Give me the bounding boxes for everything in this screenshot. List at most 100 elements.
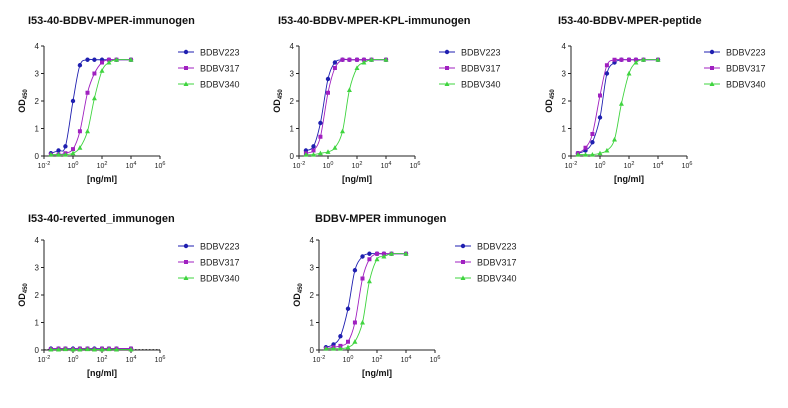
y-tick-label: 4	[562, 42, 567, 51]
legend-label: BDBV317	[477, 258, 517, 268]
data-point-bdbv317	[85, 90, 90, 95]
data-point-bdbv223	[92, 57, 97, 62]
data-point-bdbv317	[367, 257, 372, 262]
legend-label: BDBV340	[477, 274, 517, 284]
x-tick-label: 102	[352, 161, 363, 170]
data-point-bdbv340	[618, 101, 624, 106]
y-tick-label: 4	[35, 42, 40, 51]
legend-marker	[461, 260, 465, 264]
x-tick-label: 106	[430, 355, 441, 364]
data-point-bdbv340	[48, 346, 54, 352]
data-point-bdbv340	[128, 346, 134, 352]
data-point-bdbv340	[114, 346, 119, 352]
legend-marker	[183, 49, 189, 55]
y-tick-label: 1	[290, 125, 295, 134]
data-point-bdbv340	[311, 152, 316, 157]
data-point-bdbv317	[77, 129, 82, 134]
data-point-bdbv340	[389, 251, 394, 256]
data-point-bdbv317	[340, 57, 345, 62]
y-tick-label: 2	[562, 97, 567, 106]
data-point-bdbv340	[345, 344, 351, 350]
data-point-bdbv317	[326, 90, 330, 95]
data-point-bdbv340	[331, 346, 336, 351]
x-tick-label: 10-2	[313, 355, 326, 364]
legend-marker	[460, 243, 466, 249]
legend-label: BDBV317	[726, 64, 766, 74]
legend-label: BDBV223	[200, 48, 240, 58]
data-point-bdbv340	[62, 346, 68, 352]
legend-label: BDBV223	[726, 48, 766, 58]
data-point-bdbv223	[338, 334, 343, 339]
data-point-bdbv317	[347, 57, 352, 62]
legend-marker	[183, 275, 189, 280]
x-tick-label: 102	[97, 355, 108, 364]
data-point-bdbv340	[360, 319, 365, 325]
legend-marker	[444, 81, 450, 86]
data-point-bdbv340	[56, 152, 61, 157]
chart-title: I53-40-BDBV-MPER-KPL-immunogen	[278, 15, 471, 27]
data-point-bdbv340	[106, 346, 112, 352]
chart-panel-4: I53-40-reverted_immunogen 0 1 2 3 4 10-2 100 102…	[17, 213, 240, 378]
y-axis-label: OD450	[17, 89, 29, 113]
y-tick-label: 2	[35, 97, 40, 106]
x-tick-label: 100	[68, 161, 79, 170]
data-point-bdbv340	[366, 278, 372, 284]
y-tick-label: 1	[35, 125, 40, 134]
y-axis-label: OD450	[17, 283, 29, 307]
data-point-bdbv340	[655, 57, 661, 62]
data-point-bdbv340	[575, 152, 581, 157]
data-point-bdbv340	[641, 57, 646, 62]
data-point-bdbv317	[318, 134, 323, 139]
data-point-bdbv317	[590, 132, 595, 136]
data-point-bdbv340	[91, 95, 97, 101]
x-axis-label: [ng/ml]	[342, 174, 372, 184]
data-point-bdbv223	[85, 57, 90, 62]
y-tick-label: 2	[290, 97, 295, 106]
data-point-bdbv223	[325, 76, 331, 82]
data-point-bdbv340	[403, 251, 409, 256]
data-point-bdbv317	[612, 57, 617, 62]
data-point-bdbv340	[604, 147, 610, 153]
legend-marker	[444, 49, 450, 55]
data-point-bdbv340	[99, 68, 105, 73]
x-tick-label: 106	[410, 161, 421, 170]
y-tick-label: 3	[310, 264, 315, 273]
x-tick-label: 106	[155, 355, 166, 364]
data-point-bdbv223	[352, 268, 358, 273]
data-point-bdbv340	[354, 65, 360, 70]
data-point-bdbv340	[597, 150, 603, 156]
y-tick-label: 0	[290, 152, 295, 161]
y-tick-label: 3	[290, 70, 295, 79]
data-point-bdbv317	[583, 145, 588, 150]
y-tick-label: 0	[35, 152, 40, 161]
data-point-bdbv340	[340, 128, 345, 134]
x-tick-label: 102	[372, 355, 383, 364]
y-tick-label: 0	[562, 152, 567, 161]
data-point-bdbv340	[374, 256, 380, 262]
chart-panel-2: I53-40-BDBV-MPER-KPL-immunogen 0 1 2 3 4 10-2 1…	[272, 15, 501, 184]
series-line-bdbv317	[577, 58, 658, 154]
y-tick-label: 2	[310, 291, 315, 300]
data-point-bdbv223	[604, 71, 610, 76]
data-point-bdbv223	[56, 148, 61, 153]
data-point-bdbv340	[589, 152, 595, 157]
data-point-bdbv340	[626, 70, 632, 76]
x-tick-label: 104	[381, 161, 392, 170]
data-point-bdbv340	[332, 145, 338, 150]
data-point-bdbv317	[338, 343, 343, 348]
chart-title: I53-40-reverted_immunogen	[28, 213, 175, 225]
legend-label: BDBV340	[200, 80, 240, 90]
y-tick-label: 1	[562, 125, 567, 134]
chart-panel-3: I53-40-BDBV-MPER-peptide 0 1 2 3 4 10-2 100 102 1…	[544, 15, 766, 184]
x-tick-label: 10-2	[293, 161, 306, 170]
legend-marker	[709, 81, 715, 86]
data-point-bdbv340	[381, 253, 387, 259]
data-point-bdbv340	[323, 346, 329, 351]
legend-label: BDBV340	[200, 274, 240, 284]
data-point-bdbv317	[619, 57, 624, 62]
legend-label: BDBV223	[200, 242, 240, 252]
data-point-bdbv340	[85, 346, 90, 352]
y-tick-label: 1	[35, 319, 40, 328]
data-point-bdbv317	[332, 66, 337, 70]
